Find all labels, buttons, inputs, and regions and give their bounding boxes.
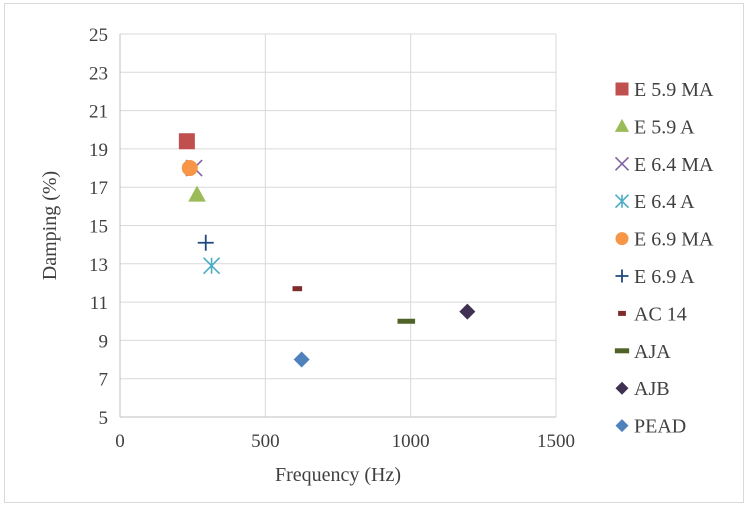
- data-point-pead: [293, 351, 310, 368]
- x-tick-label: 0: [115, 431, 125, 452]
- legend-label: AJA: [634, 341, 671, 363]
- data-point-e-6-9-ma: [181, 160, 198, 177]
- legend-label: AJB: [634, 378, 670, 400]
- legend-label: AC 14: [634, 303, 687, 325]
- y-tick-label: 13: [89, 255, 108, 276]
- legend-item-pead: PEAD: [615, 416, 686, 438]
- legend-item-aja: AJA: [614, 341, 671, 363]
- legend-marker-pead: [615, 419, 629, 433]
- legend-item-ac-14: AC 14: [618, 303, 687, 325]
- data-point-e-5-9-ma: [178, 133, 195, 150]
- legend-marker-e-6-4-ma: [614, 156, 630, 171]
- y-tick-label: 17: [89, 178, 108, 199]
- data-point-aja: [397, 318, 416, 324]
- x-tick-label: 500: [251, 431, 280, 452]
- y-tick-label: 11: [90, 293, 108, 314]
- legend-label: E 5.9 MA: [634, 79, 714, 101]
- legend-marker-aja: [614, 348, 630, 354]
- legend-label: E 6.9 A: [634, 266, 695, 288]
- y-tick-label: 9: [99, 331, 109, 352]
- x-tick-label: 1500: [537, 431, 575, 452]
- legend-marker-e-6-9-ma: [615, 232, 629, 246]
- legend-marker-e-5-9-ma: [615, 82, 629, 96]
- legend-item-e-5-9-a: E 5.9 A: [614, 116, 695, 138]
- data-point-e-6-9-a: [197, 234, 214, 251]
- legend-item-e-6-4-ma: E 6.4 MA: [614, 154, 714, 176]
- legend-marker-e-6-4-a: [614, 194, 630, 209]
- legend-marker-ajb: [615, 381, 629, 395]
- legend-marker-e-5-9-a: [614, 118, 630, 132]
- y-tick-label: 7: [99, 370, 109, 391]
- data-point-e-6-4-a: [202, 257, 221, 275]
- legend-item-e-6-4-a: E 6.4 A: [614, 191, 695, 213]
- legend-item-e-5-9-ma: E 5.9 MA: [615, 79, 714, 101]
- chart-frame: [4, 3, 744, 503]
- legend-label: E 6.4 A: [634, 191, 695, 213]
- legend-marker-ac-14: [618, 310, 626, 316]
- x-tick-label: 1000: [392, 431, 430, 452]
- legend-label: E 6.9 MA: [634, 229, 714, 251]
- data-point-e-5-9-a: [188, 185, 206, 202]
- data-point-ajb: [459, 303, 476, 320]
- y-tick-label: 5: [99, 408, 109, 429]
- y-axis-title: Damping (%): [39, 171, 61, 280]
- legend-label: E 6.4 MA: [634, 154, 714, 176]
- legend-item-e-6-9-a: E 6.9 A: [615, 266, 695, 288]
- y-tick-label: 21: [89, 102, 108, 123]
- y-tick-label: 19: [89, 140, 108, 161]
- x-axis-title: Frequency (Hz): [275, 464, 401, 486]
- y-tick-label: 25: [89, 25, 108, 46]
- y-tick-label: 23: [89, 63, 108, 84]
- legend-marker-e-6-9-a: [615, 269, 629, 283]
- legend-label: PEAD: [634, 416, 686, 438]
- legend-item-ajb: AJB: [615, 378, 670, 400]
- legend-label: E 5.9 A: [634, 116, 695, 138]
- y-tick-label: 15: [89, 217, 108, 238]
- legend-item-e-6-9-ma: E 6.9 MA: [615, 229, 714, 251]
- data-point-ac-14: [292, 286, 303, 292]
